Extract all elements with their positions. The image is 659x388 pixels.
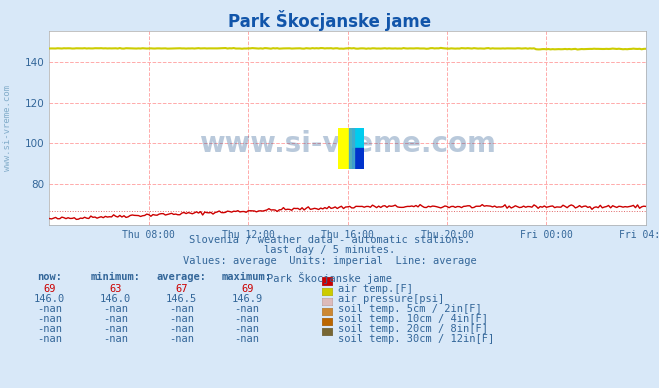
Text: now:: now: bbox=[37, 272, 62, 282]
Text: 146.0: 146.0 bbox=[34, 294, 65, 304]
Text: 67: 67 bbox=[175, 284, 187, 294]
Text: 146.0: 146.0 bbox=[100, 294, 131, 304]
Text: -nan: -nan bbox=[235, 334, 260, 345]
Text: Park Škocjanske jame: Park Škocjanske jame bbox=[228, 10, 431, 31]
Text: soil temp. 30cm / 12in[F]: soil temp. 30cm / 12in[F] bbox=[338, 334, 494, 345]
Text: soil temp. 20cm / 8in[F]: soil temp. 20cm / 8in[F] bbox=[338, 324, 488, 334]
Text: -nan: -nan bbox=[37, 334, 62, 345]
Text: soil temp. 5cm / 2in[F]: soil temp. 5cm / 2in[F] bbox=[338, 304, 482, 314]
Text: air temp.[F]: air temp.[F] bbox=[338, 284, 413, 294]
Text: -nan: -nan bbox=[169, 324, 194, 334]
Text: soil temp. 10cm / 4in[F]: soil temp. 10cm / 4in[F] bbox=[338, 314, 488, 324]
Polygon shape bbox=[352, 149, 364, 169]
Text: -nan: -nan bbox=[37, 304, 62, 314]
Text: Park Škocjanske jame: Park Škocjanske jame bbox=[267, 272, 392, 284]
Text: air pressure[psi]: air pressure[psi] bbox=[338, 294, 444, 304]
Text: -nan: -nan bbox=[37, 324, 62, 334]
Polygon shape bbox=[352, 128, 364, 149]
Text: -nan: -nan bbox=[103, 314, 128, 324]
Text: -nan: -nan bbox=[169, 314, 194, 324]
Polygon shape bbox=[338, 128, 352, 169]
Text: minimum:: minimum: bbox=[90, 272, 140, 282]
Polygon shape bbox=[349, 128, 355, 169]
Text: 146.5: 146.5 bbox=[165, 294, 197, 304]
Text: www.si-vreme.com: www.si-vreme.com bbox=[199, 130, 496, 158]
Text: average:: average: bbox=[156, 272, 206, 282]
Text: -nan: -nan bbox=[103, 304, 128, 314]
Text: -nan: -nan bbox=[235, 324, 260, 334]
Text: -nan: -nan bbox=[169, 334, 194, 345]
Text: www.si-vreme.com: www.si-vreme.com bbox=[3, 85, 13, 171]
Text: last day / 5 minutes.: last day / 5 minutes. bbox=[264, 245, 395, 255]
Text: 63: 63 bbox=[109, 284, 121, 294]
Text: -nan: -nan bbox=[235, 304, 260, 314]
Text: 146.9: 146.9 bbox=[231, 294, 263, 304]
Text: 69: 69 bbox=[241, 284, 253, 294]
Text: -nan: -nan bbox=[235, 314, 260, 324]
Text: maximum:: maximum: bbox=[222, 272, 272, 282]
Text: Slovenia / weather data - automatic stations.: Slovenia / weather data - automatic stat… bbox=[189, 235, 470, 245]
Text: Values: average  Units: imperial  Line: average: Values: average Units: imperial Line: av… bbox=[183, 256, 476, 266]
Text: -nan: -nan bbox=[103, 324, 128, 334]
Text: -nan: -nan bbox=[169, 304, 194, 314]
Text: -nan: -nan bbox=[37, 314, 62, 324]
Text: 69: 69 bbox=[43, 284, 55, 294]
Text: -nan: -nan bbox=[103, 334, 128, 345]
